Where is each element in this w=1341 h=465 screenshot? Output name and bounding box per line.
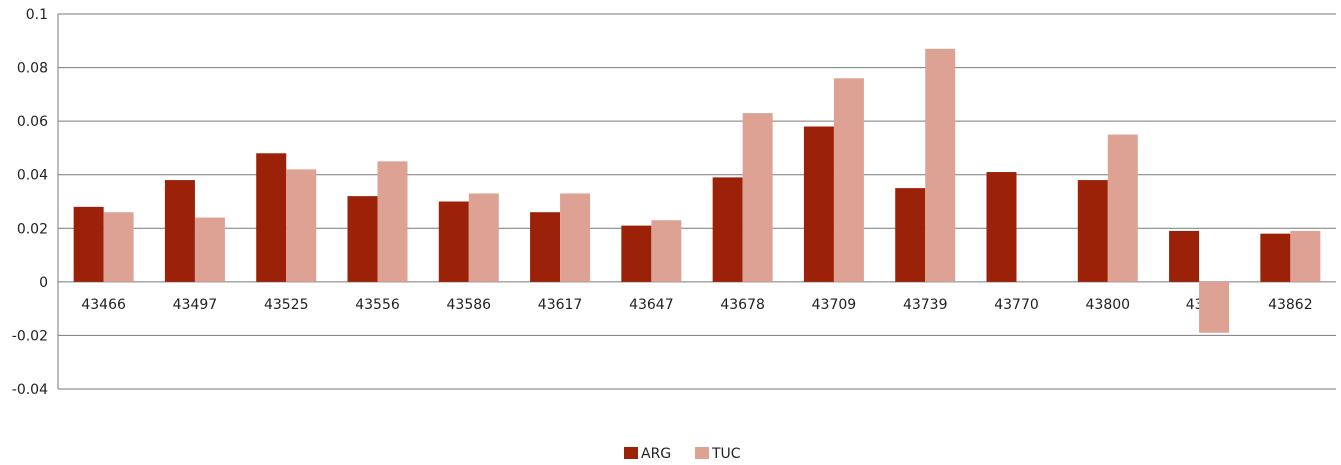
- legend: ARG TUC: [624, 446, 741, 462]
- bar-tuc-43739: [925, 48, 956, 282]
- bar-arg-43586: [438, 201, 469, 282]
- bar-arg-43678: [712, 177, 743, 282]
- x-tick-label: 43739: [903, 297, 948, 313]
- y-tick-label: -0.02: [12, 328, 48, 344]
- x-tick-label: 43862: [1268, 297, 1313, 313]
- bar-arg-43556: [347, 196, 378, 282]
- x-tick-label: 43678: [720, 297, 765, 313]
- bar-arg-43525: [256, 153, 287, 282]
- bar-tuc-43556: [377, 161, 408, 282]
- bar-tuc-43617: [560, 193, 591, 282]
- bar-arg-43617: [530, 212, 561, 282]
- y-tick-label: 0: [39, 275, 48, 291]
- bars: [73, 48, 1321, 282]
- bar-arg-43739: [895, 188, 926, 282]
- y-tick-label: 0.1: [26, 7, 48, 23]
- x-tick-label: 43466: [81, 297, 126, 313]
- bar-arg-43800: [1077, 180, 1108, 282]
- y-tick-label: 0.02: [17, 221, 48, 237]
- legend-swatch-arg: [624, 447, 638, 459]
- bar-arg-43831: [1169, 230, 1200, 282]
- x-tick-label: 43617: [538, 297, 583, 313]
- bar-arg-43647: [621, 225, 652, 282]
- gridlines: [57, 13, 1336, 390]
- bar-tuc-43709: [833, 78, 864, 282]
- y-tick-label: 0.08: [17, 61, 48, 77]
- y-axis-ticks: 0.1 0.08 0.06 0.04 0.02 0 -0.02 -0.04: [12, 7, 48, 398]
- x-tick-label: 43709: [812, 297, 857, 313]
- bar-arg-43497: [164, 180, 195, 282]
- y-tick-label: 0.04: [17, 168, 48, 184]
- y-tick-label: -0.04: [12, 382, 48, 398]
- bar-arg-43709: [803, 126, 834, 282]
- x-tick-label: 43800: [1086, 297, 1131, 313]
- bar-tuc-43525: [286, 169, 317, 282]
- bar-tuc-43466: [103, 212, 134, 282]
- x-tick-label: 43556: [355, 297, 400, 313]
- x-tick-label: 43586: [447, 297, 492, 313]
- bar-tuc-43831: [1199, 281, 1230, 333]
- legend-label-tuc: TUC: [711, 446, 741, 462]
- legend-swatch-tuc: [695, 447, 709, 459]
- bar-tuc-43678: [742, 113, 773, 282]
- bar-tuc-43647: [651, 220, 682, 282]
- bar-tuc-43497: [194, 217, 225, 282]
- x-axis-ticks: 43466 43497 43525 43556 43586 43617 43647 43678…: [81, 297, 1312, 313]
- bar-arg-43862: [1260, 233, 1291, 282]
- bar-tuc-43800: [1107, 134, 1138, 282]
- y-tick-label: 0.06: [17, 114, 48, 130]
- x-tick-label: 43647: [629, 297, 674, 313]
- x-tick-label: 43525: [264, 297, 309, 313]
- bar-tuc-43862: [1290, 230, 1321, 282]
- legend-label-arg: ARG: [641, 446, 671, 462]
- x-tick-label: 43497: [173, 297, 218, 313]
- bar-tuc-43586: [468, 193, 499, 282]
- bar-arg-43466: [73, 206, 104, 282]
- x-tick-label: 43770: [994, 297, 1039, 313]
- bar-arg-43770: [986, 172, 1017, 282]
